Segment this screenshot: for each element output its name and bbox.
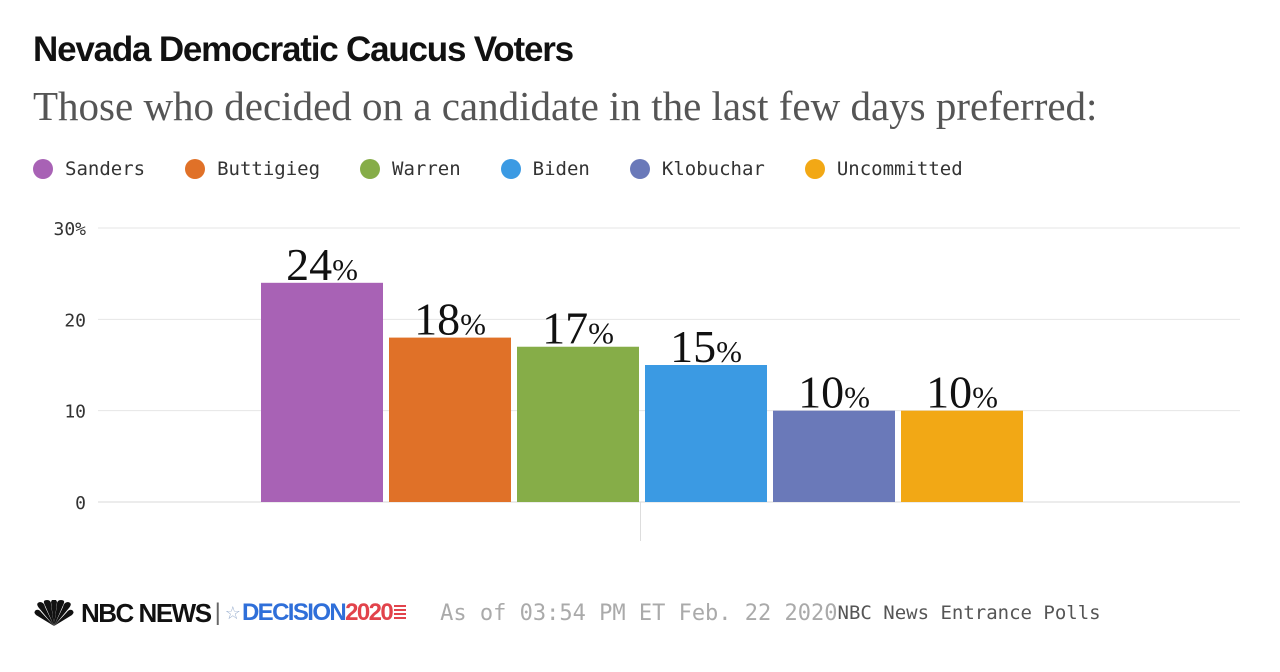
legend-item-sanders: Sanders — [33, 158, 145, 180]
source-label: NBC News Entrance Polls — [837, 602, 1101, 624]
legend-swatch-klobuchar — [629, 159, 650, 179]
data-label-sanders: 24% — [286, 239, 358, 290]
bar-chart: 0 10 20 30% 24% 18% 17% 15% 10% 10% — [53, 219, 1240, 541]
data-label-uncommitted: 10% — [926, 367, 998, 418]
nbc-peacock-icon — [34, 600, 74, 626]
decision-2020-logo: DECISION2020 — [241, 599, 394, 627]
legend-item-warren: Warren — [360, 158, 461, 180]
legend-label-klobuchar: Klobuchar — [661, 158, 765, 180]
legend-label-buttigieg: Buttigieg — [217, 158, 321, 180]
legend-item-uncommitted: Uncommitted — [804, 158, 963, 180]
bar-biden — [645, 365, 767, 502]
legend-item-klobuchar: Klobuchar — [629, 158, 765, 180]
flag-stripes-icon — [394, 605, 407, 621]
decision-text: DECISION — [241, 599, 347, 626]
chart-title: Nevada Democratic Caucus Voters — [33, 30, 574, 69]
legend-label-uncommitted: Uncommitted — [836, 158, 963, 180]
as-of-timestamp: As of 03:54 PM ET Feb. 22 2020 — [440, 600, 838, 626]
legend: Sanders Buttigieg Warren Biden Klobuchar Unco… — [33, 157, 1003, 181]
y-tick-label-30: 30% — [53, 219, 86, 240]
bar-buttigieg — [389, 337, 511, 502]
footer: NBC NEWS | ☆ DECISION2020 As of 03:54 PM… — [33, 596, 1101, 630]
data-label-warren: 17% — [542, 303, 614, 354]
data-label-biden: 15% — [670, 321, 742, 372]
legend-swatch-sanders — [33, 159, 53, 179]
y-tick-label-20: 20 — [64, 310, 86, 331]
y-tick-label-10: 10 — [64, 402, 86, 423]
legend-label-biden: Biden — [532, 158, 590, 180]
legend-swatch-biden — [500, 159, 521, 179]
bar-klobuchar — [773, 410, 895, 502]
legend-swatch-buttigieg — [185, 159, 206, 179]
bar-warren — [517, 346, 639, 502]
chart-subtitle: Those who decided on a candidate in the … — [33, 83, 1098, 129]
bar-uncommitted — [901, 410, 1023, 502]
legend-item-buttigieg: Buttigieg — [185, 158, 320, 180]
nbc-news-logo: NBC NEWS — [81, 597, 212, 628]
data-label-klobuchar: 10% — [798, 367, 870, 418]
footer-separator: | — [214, 599, 221, 626]
legend-item-biden: Biden — [500, 158, 590, 180]
decision-year: 2020 — [345, 599, 394, 626]
legend-label-sanders: Sanders — [65, 158, 146, 180]
legend-label-warren: Warren — [392, 158, 461, 180]
star-icon: ☆ — [224, 602, 241, 623]
bar-sanders — [261, 282, 383, 502]
y-tick-label-0: 0 — [75, 493, 86, 514]
legend-swatch-warren — [360, 159, 381, 179]
data-label-buttigieg: 18% — [414, 294, 486, 345]
legend-swatch-uncommitted — [804, 159, 825, 179]
